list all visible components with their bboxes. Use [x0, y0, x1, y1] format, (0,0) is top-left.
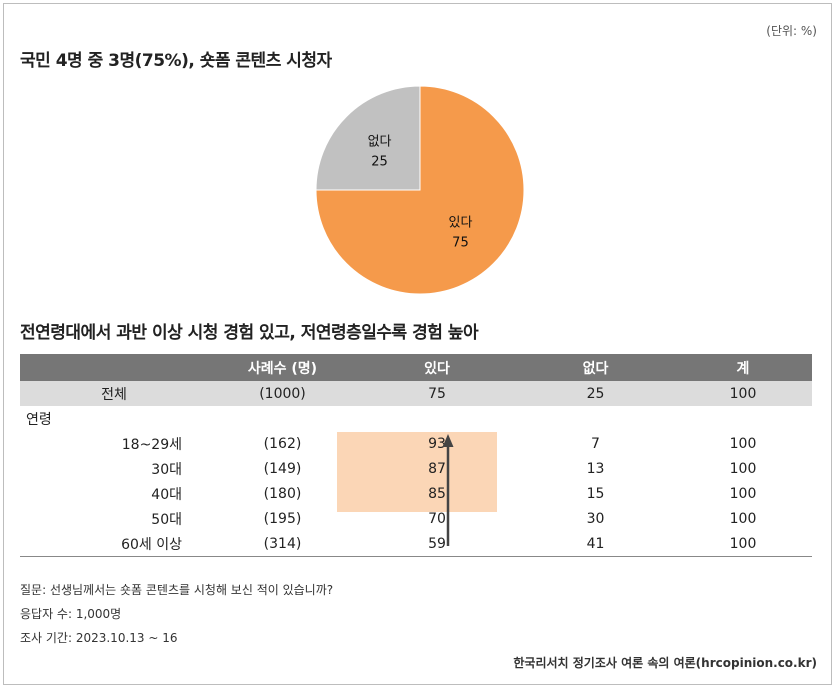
row-n: (162)	[263, 435, 302, 452]
unit-label: (단위: %)	[766, 24, 817, 38]
row-no: 15	[586, 485, 605, 502]
table-row: 30대 (149) 87 13 100	[20, 456, 812, 481]
row-n: (195)	[263, 510, 302, 527]
header-n: 사례수 (명)	[208, 354, 357, 381]
table-header-row: 사례수 (명) 있다 없다 계	[20, 354, 812, 381]
age-table: 사례수 (명) 있다 없다 계 전체 (1000) 75 25 100 연령 1…	[20, 354, 812, 557]
row-no: 30	[586, 510, 605, 527]
header-segment	[20, 354, 208, 381]
row-yes: 70	[428, 510, 446, 527]
pie-slice-1	[315, 85, 421, 191]
row-yes: 87	[428, 460, 446, 477]
note-question: 질문: 선생님께서는 숏폼 콘텐츠를 시청해 보신 적이 있습니까?	[20, 583, 334, 597]
trend-arrow-icon	[442, 434, 454, 546]
pie-slice-label: 없다	[368, 135, 392, 150]
highlight-box	[337, 432, 497, 512]
row-label: 60세 이상	[20, 531, 208, 557]
row-label: 18~29세	[121, 436, 182, 453]
row-sum: 100	[729, 485, 757, 502]
row-sum: 100	[729, 435, 757, 452]
header-no: 없다	[517, 354, 674, 381]
row-yes: 93	[428, 435, 446, 452]
row-sum: 100	[729, 460, 757, 477]
row-label: 40대	[151, 486, 182, 503]
pie-slice-0	[315, 85, 525, 295]
row-no: 7	[591, 435, 600, 452]
pie-slice-value: 75	[452, 235, 469, 250]
pie-slice-value: 25	[371, 155, 388, 170]
notes: 질문: 선생님께서는 숏폼 콘텐츠를 시청해 보신 적이 있습니까? 응답자 수…	[20, 582, 333, 654]
table-row: 60세 이상 (314) 59 41 100	[20, 531, 812, 557]
header-sum: 계	[674, 354, 812, 381]
total-yes: 75	[357, 381, 517, 406]
row-yes: 85	[428, 485, 446, 502]
table-row: 40대 (180) 85 15 100	[20, 481, 812, 506]
total-label: 전체	[20, 381, 208, 406]
row-n: (149)	[263, 460, 302, 477]
total-sum: 100	[674, 381, 812, 406]
table-row-total: 전체 (1000) 75 25 100	[20, 381, 812, 406]
row-n: (180)	[263, 485, 302, 502]
row-label: 50대	[151, 511, 182, 528]
note-period: 조사 기간: 2023.10.13 ~ 16	[20, 631, 178, 645]
row-no: 41	[517, 531, 674, 557]
chart-frame	[3, 3, 832, 685]
note-respondents: 응답자 수: 1,000명	[20, 607, 122, 621]
total-n: (1000)	[208, 381, 357, 406]
pie-chart-title: 국민 4명 중 3명(75%), 숏폼 콘텐츠 시청자	[20, 51, 332, 71]
table-row: 50대 (195) 70 30 100	[20, 506, 812, 531]
group-label: 연령	[26, 411, 52, 428]
row-n: (314)	[208, 531, 357, 557]
total-no: 25	[517, 381, 674, 406]
table-row: 18~29세 (162) 93 7 100	[20, 431, 812, 456]
table-row-group: 연령	[20, 406, 812, 431]
pie-slice-label: 있다	[448, 215, 472, 230]
header-yes: 있다	[357, 354, 517, 381]
pie-chart: 있다 75 없다 25	[315, 85, 525, 295]
row-no: 13	[586, 460, 605, 477]
source-credit: 한국리서치 정기조사 여론 속의 여론(hrcopinion.co.kr)	[513, 656, 817, 670]
row-yes: 59	[357, 531, 517, 557]
table-title: 전연령대에서 과반 이상 시청 경험 있고, 저연령층일수록 경험 높아	[20, 323, 479, 343]
row-label: 30대	[151, 461, 182, 478]
row-sum: 100	[729, 510, 757, 527]
row-sum: 100	[674, 531, 812, 557]
